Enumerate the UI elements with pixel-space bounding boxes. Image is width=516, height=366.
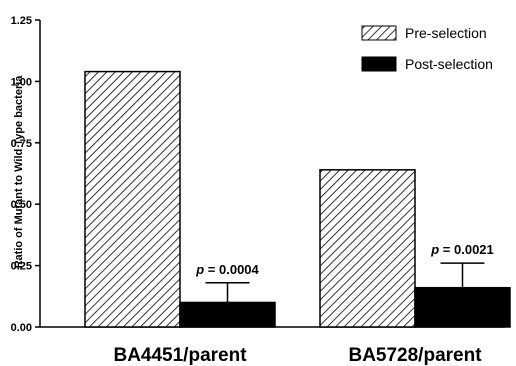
error-bars-group (205, 262, 485, 303)
legend-label-pre-selection: Pre-selection (405, 25, 487, 41)
bars-group (84, 70, 511, 328)
bar-post-selection-0 (179, 301, 276, 328)
x-category-label: BA5728/parent (348, 345, 482, 366)
legend-swatch-post-selection (361, 56, 397, 72)
x-category-label: BA4451/parent (113, 345, 247, 366)
y-tick-label: 0.25 (11, 261, 32, 273)
bar-pre-selection-1 (319, 169, 416, 328)
y-tick-label: 1.25 (11, 15, 32, 27)
y-axis-title: Ratio of Mutant to Wild Type bacteria (13, 75, 25, 269)
p-value-annotation: p = 0.0021 (430, 242, 494, 257)
y-tick-label: 1.00 (11, 76, 32, 88)
legend-label-post-selection: Post-selection (405, 56, 493, 72)
annotations-group: p = 0.0004 p = 0.0021 (195, 242, 494, 277)
y-axis-ticks: 0.00 0.25 0.50 0.75 1.00 1.25 (11, 15, 40, 334)
legend-swatch-pre-selection (361, 25, 397, 41)
p-value-annotation: p = 0.0004 (195, 262, 259, 277)
bar-pre-selection-0 (84, 70, 181, 328)
y-tick-label: 0.00 (11, 322, 32, 334)
y-tick-label: 0.50 (11, 199, 32, 211)
y-tick-label: 0.75 (11, 138, 32, 150)
x-axis-labels: BA4451/parent BA5728/parent (113, 345, 482, 366)
legend: Pre-selection Post-selection (361, 25, 493, 72)
bar-post-selection-1 (414, 286, 511, 328)
